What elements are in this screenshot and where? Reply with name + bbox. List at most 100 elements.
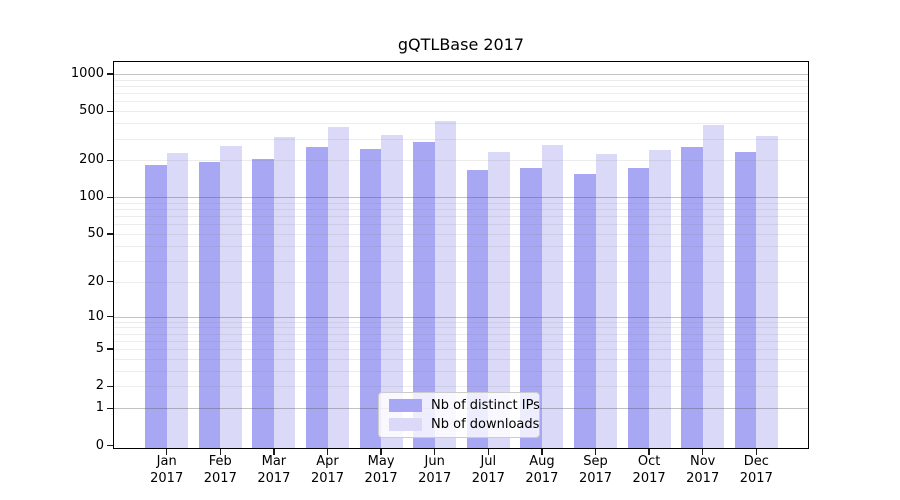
bar-distinct-ips-mar	[252, 158, 274, 449]
gridline-80	[113, 209, 809, 211]
bar-distinct-ips-aug	[520, 167, 542, 449]
y-tick-label-5: 5	[95, 341, 104, 357]
gridline-900	[113, 79, 809, 81]
y-tick-label-20: 20	[87, 273, 104, 289]
x-tick-mark-dec	[755, 449, 757, 455]
gridline-400	[113, 123, 809, 125]
y-tick-mark-50	[107, 233, 113, 235]
gridline-2	[113, 386, 809, 388]
y-tick-label-10: 10	[87, 308, 104, 324]
bar-distinct-ips-dec	[734, 152, 757, 449]
bar-distinct-ips-nov	[681, 146, 703, 449]
gridline-200	[113, 160, 809, 162]
legend-swatch-distinct-ips	[389, 399, 422, 412]
y-tick-label-500: 500	[79, 103, 104, 119]
y-tick-label-2: 2	[95, 378, 104, 394]
y-tick-mark-1	[107, 407, 113, 409]
gridline-9	[113, 321, 809, 323]
legend-label-distinct-ips: Nb of distinct IPs	[431, 398, 540, 413]
x-tick-label-may: May 2017	[364, 454, 398, 486]
y-tick-mark-2	[107, 385, 113, 388]
bar-downloads-sep	[595, 154, 617, 449]
gridline-30	[113, 260, 809, 262]
y-tick-label-1000: 1000	[70, 65, 104, 81]
legend-item-distinct-ips: Nb of distinct IPs	[389, 398, 540, 413]
y-tick-mark-10	[107, 315, 113, 318]
bar-downloads-jan	[166, 153, 189, 449]
bar-distinct-ips-feb	[198, 161, 221, 449]
y-tick-mark-500	[107, 110, 113, 112]
grid-layer	[113, 61, 809, 449]
bar-downloads-feb	[220, 145, 242, 449]
x-tick-label-jan: Jan 2017	[150, 454, 184, 486]
x-tick-mark-jan	[166, 449, 168, 455]
bar-downloads-oct	[649, 149, 671, 449]
bar-distinct-ips-jun	[413, 141, 435, 449]
x-tick-label-aug: Aug 2017	[525, 454, 559, 486]
bar-distinct-ips-may	[359, 149, 382, 449]
legend-swatch-downloads	[389, 418, 422, 431]
bar-downloads-mar	[273, 136, 296, 449]
bar-distinct-ips-jul	[466, 169, 489, 449]
chart-title: gQTLBase 2017	[397, 35, 525, 54]
y-tick-label-0: 0	[95, 437, 104, 453]
x-tick-mark-oct	[648, 449, 650, 455]
bar-downloads-may	[381, 135, 403, 449]
gridline-60	[113, 224, 809, 226]
x-tick-mark-mar	[273, 449, 275, 455]
bar-distinct-ips-sep	[574, 174, 596, 449]
bar-downloads-dec	[756, 135, 778, 449]
x-tick-label-dec: Dec 2017	[739, 454, 773, 486]
gridline-100	[113, 197, 809, 199]
x-tick-label-jun: Jun 2017	[418, 454, 452, 486]
x-tick-mark-jun	[434, 449, 436, 455]
x-tick-label-feb: Feb 2017	[203, 454, 237, 486]
x-tick-mark-sep	[594, 449, 597, 455]
gridline-1000	[113, 73, 809, 75]
y-tick-mark-0	[107, 444, 113, 447]
gridline-8	[113, 327, 809, 329]
bar-distinct-ips-apr	[306, 146, 328, 449]
bars-layer	[113, 61, 809, 449]
y-tick-mark-20	[107, 281, 113, 283]
bar-downloads-nov	[702, 124, 725, 449]
y-tick-mark-1000	[107, 73, 113, 75]
x-tick-label-mar: Mar 2017	[257, 454, 291, 486]
gridline-3	[113, 370, 809, 372]
gridline-20	[113, 281, 809, 283]
x-tick-mark-feb	[219, 449, 221, 455]
x-tick-mark-apr	[326, 449, 329, 455]
y-tick-label-1: 1	[95, 400, 104, 416]
gridline-10	[113, 316, 809, 318]
x-tick-label-oct: Oct 2017	[632, 454, 666, 486]
y-tick-mark-200	[107, 159, 113, 161]
legend: Nb of distinct IPs Nb of downloads	[378, 392, 540, 438]
x-tick-label-apr: Apr 2017	[310, 454, 345, 486]
bar-downloads-apr	[327, 126, 349, 449]
bar-downloads-aug	[541, 144, 564, 449]
bar-distinct-ips-oct	[627, 168, 650, 449]
legend-item-downloads: Nb of downloads	[389, 417, 539, 432]
x-tick-label-jul: Jul 2017	[471, 454, 505, 486]
gridline-300	[113, 138, 809, 140]
gridline-500	[113, 111, 809, 113]
y-tick-mark-100	[107, 196, 113, 198]
x-tick-mark-may	[380, 449, 382, 455]
y-tick-mark-5	[107, 348, 113, 350]
gridline-7	[113, 333, 809, 335]
gridline-6	[113, 340, 809, 342]
legend-label-downloads: Nb of downloads	[431, 417, 540, 432]
gridline-700	[113, 93, 809, 95]
x-tick-label-nov: Nov 2017	[686, 454, 720, 486]
bar-downloads-jun	[434, 121, 457, 449]
y-tick-label-100: 100	[79, 189, 104, 205]
x-tick-mark-aug	[541, 449, 543, 455]
x-tick-mark-nov	[702, 449, 704, 455]
y-tick-label-50: 50	[87, 226, 104, 242]
bar-distinct-ips-jan	[145, 165, 167, 449]
gridline-40	[113, 245, 809, 247]
gridline-600	[113, 101, 809, 103]
gridline-90	[113, 202, 809, 204]
gridline-5	[113, 349, 809, 351]
